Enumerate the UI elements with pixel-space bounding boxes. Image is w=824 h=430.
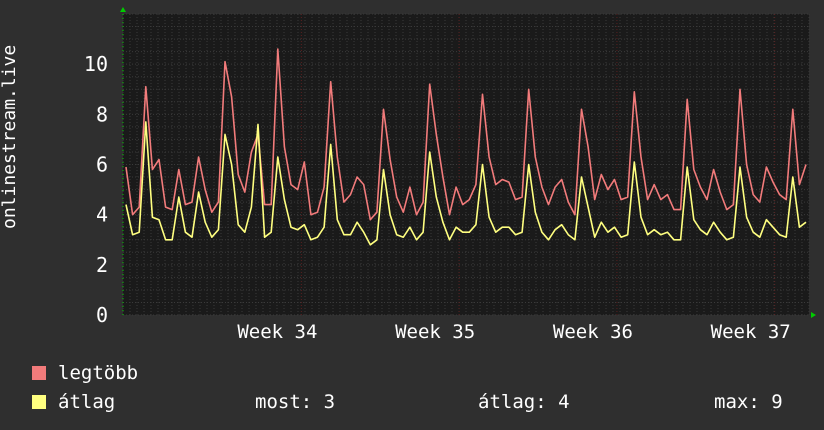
x-tick-label: Week 37 (711, 321, 791, 343)
y-tick-label: 0 (96, 303, 108, 327)
series-line-max (125, 48, 807, 221)
x-tick-label: Week 34 (237, 321, 317, 343)
y-tick-label: 4 (96, 203, 108, 227)
y-axis-label: onlinestream.live (0, 44, 20, 229)
x-tick-label: Week 36 (553, 321, 633, 343)
legend-label-avg: átlag (58, 391, 116, 413)
x-tick-label: Week 35 (395, 321, 475, 343)
y-tick-label: 2 (96, 253, 108, 277)
series-line-avg (125, 121, 807, 246)
stat-now: most: 3 (255, 391, 336, 413)
y-axis-arrow (120, 7, 126, 12)
stat-avg: átlag: 4 (478, 391, 570, 413)
stat-max: max: 9 (714, 391, 783, 413)
x-axis-arrow (811, 312, 816, 318)
y-tick-label: 8 (96, 102, 108, 126)
legend-swatch-max (32, 366, 46, 380)
y-tick-label: 6 (96, 153, 108, 177)
y-tick-label: 10 (84, 52, 108, 76)
legend-label-max: legtöbb (58, 362, 139, 384)
legend-swatch-avg (32, 395, 46, 409)
